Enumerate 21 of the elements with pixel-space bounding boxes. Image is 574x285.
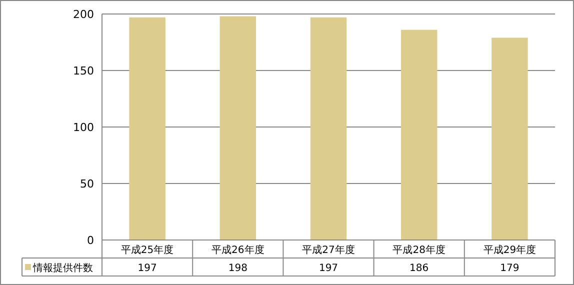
data-label: 186 (410, 263, 429, 274)
legend-label: 情報提供件数 (32, 262, 93, 274)
y-tick-label: 150 (73, 64, 94, 78)
x-tick-label: 平成27年度 (302, 244, 355, 256)
x-tick-label: 平成26年度 (212, 244, 264, 256)
data-label: 179 (500, 263, 520, 274)
bar (220, 16, 256, 240)
data-label: 197 (318, 263, 338, 274)
data-label: 198 (228, 263, 248, 274)
x-tick-label: 平成25年度 (120, 244, 174, 256)
x-tick-label: 平成28年度 (392, 244, 446, 256)
y-tick-label: 200 (73, 8, 94, 21)
y-tick-label: 0 (87, 234, 94, 247)
y-tick-label: 50 (80, 178, 94, 190)
x-tick-label: 平成29年度 (483, 244, 536, 256)
bar (310, 17, 347, 240)
y-tick-label: 100 (73, 121, 94, 134)
data-label: 197 (138, 263, 157, 274)
bar (400, 30, 438, 240)
bar (129, 17, 166, 240)
bar (492, 38, 528, 240)
